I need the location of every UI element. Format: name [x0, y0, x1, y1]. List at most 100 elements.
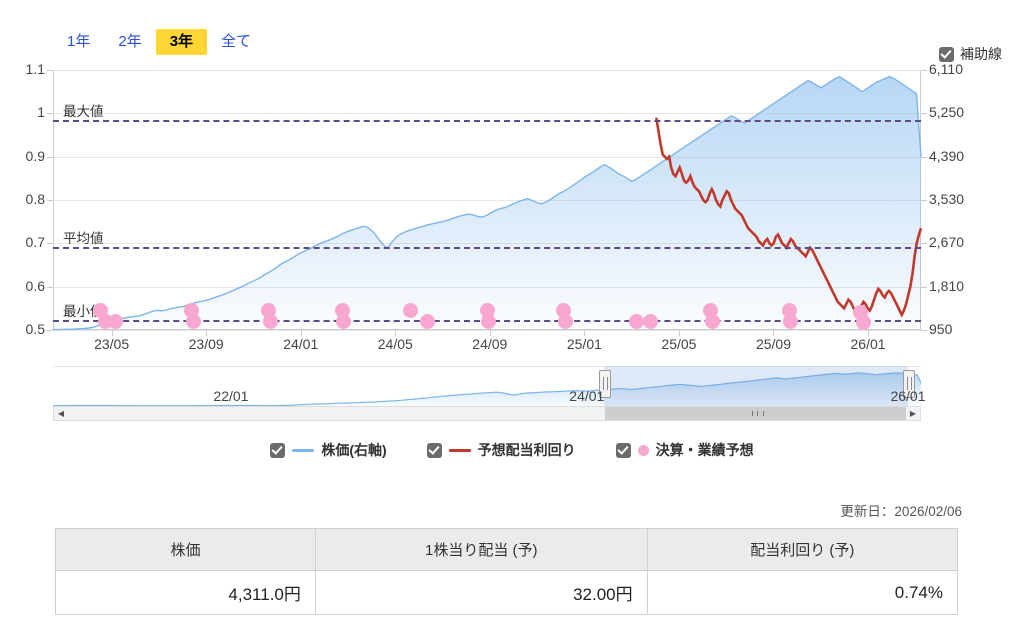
earnings-marker[interactable]: [481, 313, 497, 329]
x-tick: [584, 330, 586, 336]
y-tick-left: [47, 113, 53, 115]
price-area: [53, 76, 921, 330]
y-axis-right-label: 4,390: [929, 147, 965, 164]
y-axis-left-label: 0.7: [25, 234, 45, 251]
earnings-marker[interactable]: [705, 313, 721, 329]
reference-label-最大値: 最大値: [63, 103, 104, 119]
navigator-handle-right[interactable]: [902, 370, 915, 398]
earnings-marker[interactable]: [856, 314, 872, 330]
x-tick: [111, 330, 113, 336]
legend-label: 予想配当利回り: [477, 442, 576, 458]
gridline: [53, 330, 921, 331]
x-axis-label: 25/05: [661, 336, 697, 352]
x-tick: [678, 330, 680, 336]
y-tick-left: [47, 70, 53, 71]
navigator-area: [53, 372, 921, 406]
earnings-marker[interactable]: [403, 303, 419, 318]
period-tab-2[interactable]: 3年: [155, 29, 208, 55]
period-tab-1[interactable]: 2年: [118, 33, 142, 50]
gridline: [53, 200, 921, 201]
navigator-x-label: 22/01: [213, 388, 249, 404]
y-axis-right-label: 950: [929, 321, 953, 337]
navigator-series: [53, 372, 921, 406]
x-tick: [489, 330, 491, 336]
gridline: [53, 156, 921, 158]
legend-item-0[interactable]: 株価(右軸): [270, 440, 387, 460]
table-header-0: 株価: [55, 528, 316, 571]
earnings-marker[interactable]: [262, 313, 278, 329]
earnings-marker[interactable]: [642, 313, 658, 329]
y-axis-left-label: 0.5: [25, 321, 45, 337]
x-axis-label: 23/05: [94, 336, 130, 352]
reference-label-平均値: 平均値: [63, 230, 104, 246]
earnings-marker[interactable]: [783, 313, 799, 329]
legend-item-2[interactable]: 決算・業績予想: [615, 440, 754, 460]
x-tick: [395, 330, 397, 336]
navigator-handle-left[interactable]: [599, 370, 612, 398]
y-tick-right: [921, 330, 927, 331]
x-axis-label: 26/01: [850, 336, 886, 352]
navigator-scrollbar[interactable]: ◀ ▶: [53, 406, 921, 421]
y-tick-right: [921, 156, 927, 158]
period-tab-bar: 1年 2年 3年 全て: [53, 28, 265, 56]
earnings-marker[interactable]: [557, 313, 573, 329]
y-tick-right: [921, 243, 927, 245]
checkbox-icon[interactable]: [426, 442, 442, 458]
x-axis-label: 25/01: [566, 336, 602, 352]
x-axis-label: 24/09: [472, 336, 508, 352]
y-axis-right-label: 6,110: [929, 61, 963, 77]
period-tab-0[interactable]: 1年: [67, 33, 91, 50]
y-tick-right: [921, 286, 927, 288]
gridline: [53, 113, 921, 115]
y-tick-right: [921, 113, 927, 115]
chart-series: [52, 75, 923, 331]
reference-line-最大値: [53, 119, 921, 122]
helper-line-toggle[interactable]: 補助線: [939, 44, 1002, 64]
chart-legend: 株価(右軸) 予想配当利回り 決算・業績予想: [0, 440, 1024, 460]
y-axis-right-label: 3,530: [929, 191, 965, 207]
price-yield-chart: 0.5 0.6 0.7 0.8 0.9 1 1.1 950 1,810 2,670 3,530 4,3…: [26, 61, 965, 352]
price-line: [52, 75, 922, 331]
y-tick-left: [47, 200, 53, 201]
legend-label: 株価(右軸): [321, 442, 387, 458]
navigator-line: [53, 372, 921, 406]
scroll-right-button[interactable]: ▶: [906, 407, 920, 420]
table-header-1: 1株当り配当 (予): [314, 528, 648, 571]
navigator-selected-range[interactable]: [604, 366, 908, 406]
x-axis-label: 24/05: [377, 336, 413, 352]
scroll-right-icon: ▶: [909, 408, 917, 418]
checkbox-icon[interactable]: [270, 442, 286, 458]
earnings-marker[interactable]: [420, 313, 436, 329]
x-tick: [773, 330, 775, 336]
earnings-marker[interactable]: [336, 313, 352, 329]
y-axis-left-label: 1: [37, 104, 45, 121]
x-axis-label: 23/09: [188, 336, 224, 352]
checkbox-icon[interactable]: [615, 442, 631, 458]
earnings-marker[interactable]: [628, 313, 644, 329]
legend-item-1[interactable]: 予想配当利回り: [426, 440, 576, 460]
x-tick: [868, 330, 870, 336]
y-axis-left-label: 0.9: [25, 147, 45, 164]
y-axis-left-label: 0.8: [25, 191, 45, 207]
scroll-left-button[interactable]: ◀: [54, 407, 68, 420]
period-tab-3[interactable]: 全て: [221, 33, 252, 50]
helper-line-label: 補助線: [960, 46, 1002, 62]
y-axis-right-label: 2,670: [929, 234, 965, 251]
navigator-x-label: 26/01: [890, 388, 926, 404]
y-tick-right: [921, 200, 927, 201]
y-tick-left: [47, 243, 53, 245]
earnings-marker[interactable]: [186, 313, 202, 329]
line-swatch-icon: [448, 448, 471, 452]
checkbox-icon[interactable]: [939, 46, 954, 62]
table-row: 4,311.0円 32.00円 0.74%: [55, 570, 959, 615]
earnings-marker[interactable]: [107, 313, 123, 329]
y-tick-left: [47, 286, 53, 288]
scrollbar-thumb[interactable]: [605, 407, 909, 420]
scroll-left-icon: ◀: [57, 408, 65, 418]
navigator-x-label: 24/01: [569, 388, 605, 404]
table-cell-0: 4,311.0円: [55, 570, 316, 615]
range-navigator[interactable]: 22/01 24/01 26/01: [53, 366, 925, 406]
dividend-yield-line: [655, 117, 923, 318]
y-axis-left-label: 0.6: [25, 277, 45, 294]
